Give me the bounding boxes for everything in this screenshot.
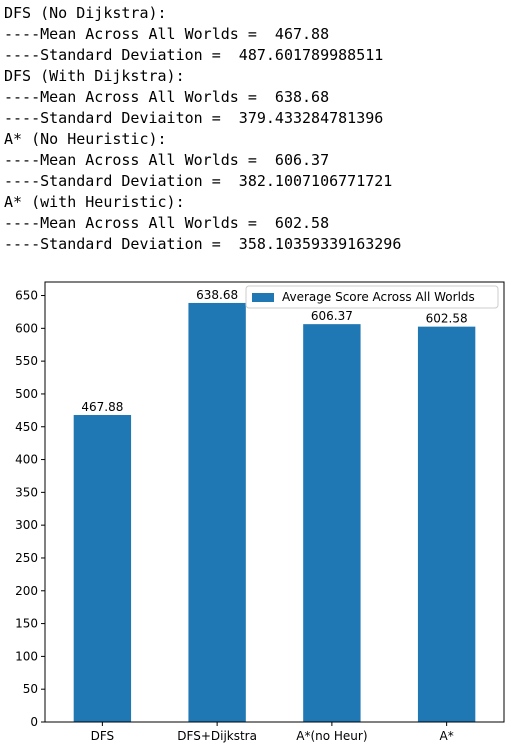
y-tick-label: 650 <box>15 289 38 303</box>
output-line: DFS (With Dijkstra): <box>4 67 185 85</box>
output-line: ----Standard Deviation = 358.10359339163… <box>4 235 401 253</box>
data-label: 606.37 <box>311 309 353 323</box>
x-tick-label: A*(no Heur) <box>296 729 367 743</box>
output-line: ----Standard Deviation = 382.10071067717… <box>4 172 392 190</box>
output-line: DFS (No Dijkstra): <box>4 4 167 22</box>
y-tick-label: 0 <box>30 715 38 729</box>
y-tick-label: 400 <box>15 453 38 467</box>
output-line: ----Mean Across All Worlds = 602.58 <box>4 214 329 232</box>
output-line: ----Standard Deviaiton = 379.43328478139… <box>4 109 383 127</box>
x-tick-label: A* <box>440 729 454 743</box>
data-label: 467.88 <box>81 400 123 414</box>
data-label: 638.68 <box>196 288 238 302</box>
y-tick-label: 300 <box>15 518 38 532</box>
legend-swatch <box>252 293 274 302</box>
y-tick-label: 500 <box>15 387 38 401</box>
y-tick-label: 200 <box>15 584 38 598</box>
y-tick-label: 250 <box>15 551 38 565</box>
legend-label: Average Score Across All Worlds <box>282 290 475 304</box>
output-line: ----Mean Across All Worlds = 467.88 <box>4 25 329 43</box>
y-tick-label: 550 <box>15 354 38 368</box>
output-line: ----Mean Across All Worlds = 606.37 <box>4 151 329 169</box>
y-tick-label: 450 <box>15 420 38 434</box>
y-tick-label: 150 <box>15 617 38 631</box>
chart-svg: 467.88 638.68 606.37 602.58 0 50 100 150 200 250 3… <box>0 260 514 755</box>
bar <box>303 324 360 722</box>
y-tick-label: 350 <box>15 485 38 499</box>
data-label: 602.58 <box>426 312 468 326</box>
bar <box>74 415 131 722</box>
output-line: ----Standard Deviation = 487.60178998851… <box>4 46 383 64</box>
bar-chart: 467.88 638.68 606.37 602.58 0 50 100 150 200 250 3… <box>0 260 514 755</box>
output-line: ----Mean Across All Worlds = 638.68 <box>4 88 329 106</box>
bar <box>418 327 475 722</box>
bar <box>188 303 245 722</box>
y-tick-label: 100 <box>15 649 38 663</box>
output-line: A* (No Heuristic): <box>4 130 167 148</box>
y-tick-label: 600 <box>15 321 38 335</box>
x-tick-label: DFS+Dijkstra <box>177 729 257 743</box>
output-line: A* (with Heuristic): <box>4 193 185 211</box>
x-tick-label: DFS <box>91 729 115 743</box>
y-tick-label: 50 <box>23 682 38 696</box>
